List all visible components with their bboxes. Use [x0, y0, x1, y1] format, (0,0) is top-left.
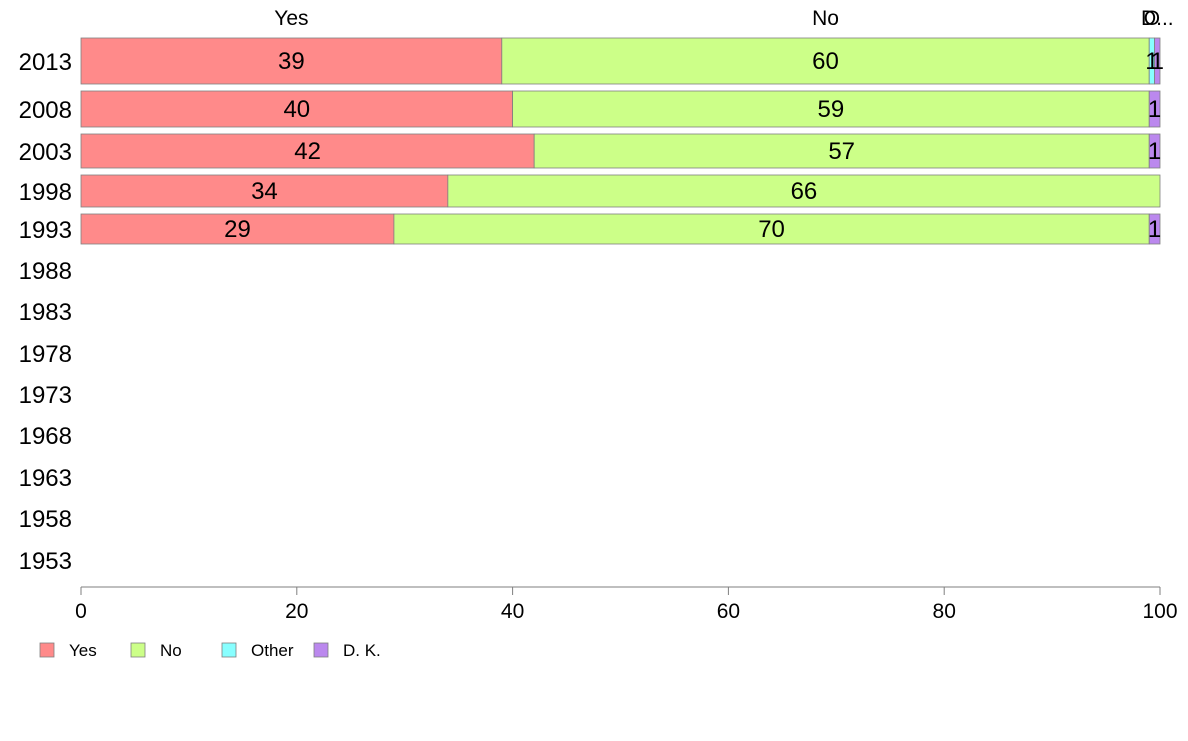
category-label: 1963 [19, 465, 72, 492]
data-label: 1 [1148, 96, 1161, 123]
bar-segment [1154, 37, 1161, 85]
legend-swatch [39, 642, 55, 658]
data-label: 57 [828, 138, 855, 165]
category-label: 2003 [19, 139, 72, 166]
category-label: 1983 [19, 299, 72, 326]
bar-segment [80, 37, 503, 85]
data-label: 39 [278, 48, 305, 75]
bar-segment [80, 133, 535, 169]
data-label: 1 [1151, 48, 1164, 75]
category-label: 1968 [19, 423, 72, 450]
series-top-label: Yes [274, 7, 308, 30]
category-label: 2008 [19, 97, 72, 124]
data-label: 59 [818, 96, 845, 123]
data-label: 70 [758, 216, 785, 243]
bar-segment [393, 213, 1150, 245]
category-label: 1973 [19, 382, 72, 409]
data-label: 1 [1148, 216, 1161, 243]
x-tick-label: 0 [75, 600, 87, 623]
legend-label: D. K. [343, 641, 381, 660]
bar-segment [512, 90, 1150, 128]
data-label: 42 [294, 138, 321, 165]
series-top-label: No [812, 7, 839, 30]
bar-segment [1148, 133, 1161, 169]
bar-segment [447, 174, 1161, 208]
category-label: 1998 [19, 179, 72, 206]
x-tick-label: 40 [501, 600, 524, 623]
data-label: 60 [812, 48, 839, 75]
bar-segment [80, 90, 514, 128]
x-tick-label: 60 [717, 600, 740, 623]
category-label: 1953 [19, 548, 72, 575]
legend-label: Other [251, 641, 294, 660]
legend-swatch [221, 642, 237, 658]
x-tick-label: 20 [285, 600, 308, 623]
category-label: 2013 [19, 49, 72, 76]
data-label: 40 [283, 96, 310, 123]
series-top-label: O [1144, 7, 1160, 30]
category-label: 1958 [19, 506, 72, 533]
bar-segment [1148, 213, 1161, 245]
category-label: 1988 [19, 258, 72, 285]
category-label: 1978 [19, 341, 72, 368]
category-label: 1993 [19, 217, 72, 244]
legend-label: No [160, 641, 182, 660]
legend-swatch [313, 642, 329, 658]
data-label: 29 [224, 216, 251, 243]
bar-segment [533, 133, 1150, 169]
data-label: 66 [791, 178, 818, 205]
bar-segment [1148, 90, 1161, 128]
bar-segment [80, 213, 395, 245]
series-top-label: D... [1141, 7, 1174, 30]
data-label: 1 [1148, 138, 1161, 165]
x-tick-label: 80 [933, 600, 956, 623]
data-label: 34 [251, 178, 278, 205]
bar-segment [501, 37, 1150, 85]
legend-swatch [130, 642, 146, 658]
legend-label: Yes [69, 641, 97, 660]
x-tick-label: 100 [1142, 600, 1177, 623]
